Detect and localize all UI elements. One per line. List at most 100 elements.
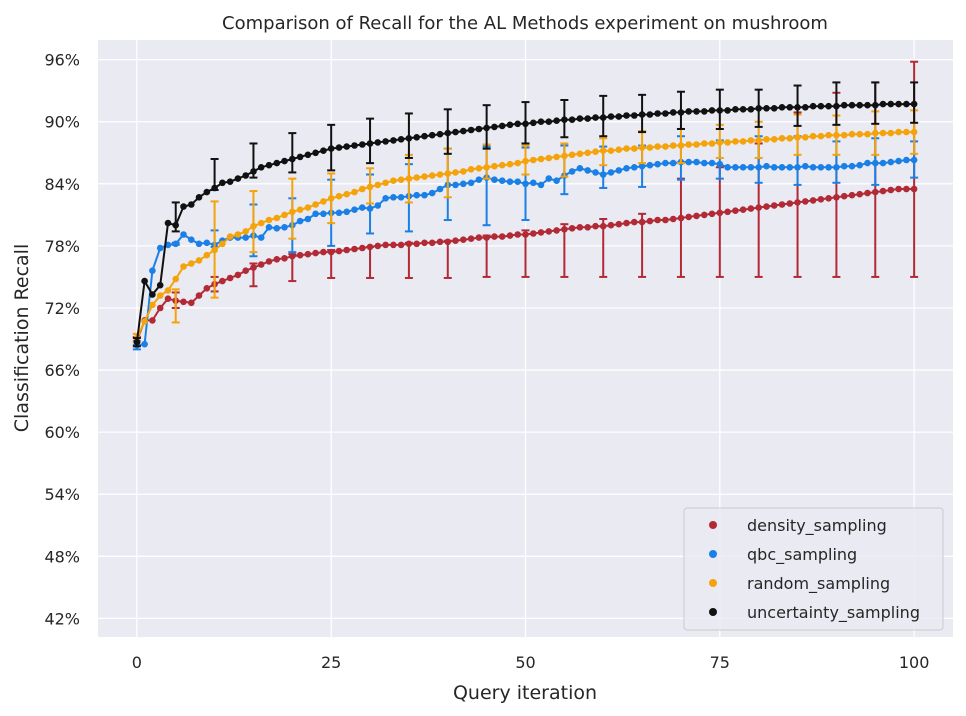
data-point bbox=[265, 216, 273, 224]
data-point bbox=[164, 287, 172, 294]
data-point bbox=[662, 159, 669, 167]
data-point bbox=[677, 142, 685, 149]
data-point bbox=[856, 190, 863, 198]
data-point bbox=[576, 224, 584, 231]
data-point bbox=[203, 251, 211, 259]
legend-marker bbox=[709, 579, 717, 587]
data-point bbox=[584, 167, 591, 174]
data-point bbox=[149, 317, 156, 324]
data-point bbox=[180, 231, 187, 238]
data-point bbox=[436, 130, 444, 138]
data-point bbox=[895, 157, 902, 165]
data-point bbox=[794, 164, 801, 171]
data-point bbox=[452, 181, 459, 189]
data-point bbox=[755, 137, 762, 144]
data-point bbox=[701, 159, 708, 167]
data-point bbox=[530, 156, 537, 164]
data-point bbox=[475, 176, 483, 183]
data-point bbox=[732, 106, 739, 113]
data-point bbox=[242, 234, 249, 241]
data-point bbox=[530, 230, 537, 237]
data-point bbox=[553, 177, 560, 184]
data-point bbox=[188, 299, 195, 307]
data-point bbox=[576, 150, 584, 158]
data-point bbox=[786, 104, 794, 111]
data-point bbox=[903, 185, 910, 193]
data-point bbox=[576, 165, 584, 172]
data-point bbox=[809, 132, 817, 140]
data-point bbox=[172, 240, 179, 248]
data-point bbox=[879, 100, 887, 108]
data-point bbox=[359, 204, 366, 211]
data-point bbox=[840, 162, 848, 170]
data-point bbox=[382, 179, 389, 187]
data-point bbox=[809, 197, 817, 204]
data-point bbox=[708, 210, 716, 218]
data-point bbox=[631, 164, 638, 171]
data-point bbox=[631, 145, 638, 152]
data-point bbox=[304, 204, 312, 211]
data-point bbox=[638, 111, 646, 118]
data-point bbox=[265, 161, 273, 169]
y-tick-label: 42% bbox=[44, 609, 80, 628]
data-point bbox=[755, 164, 762, 171]
data-point bbox=[421, 239, 428, 247]
data-point bbox=[436, 185, 444, 193]
data-point bbox=[584, 224, 591, 231]
data-point bbox=[545, 154, 553, 162]
data-point bbox=[382, 138, 389, 145]
y-tick-label: 72% bbox=[44, 299, 80, 318]
data-point bbox=[491, 233, 498, 240]
data-point bbox=[452, 169, 459, 176]
data-point bbox=[840, 101, 848, 109]
data-point bbox=[188, 260, 195, 267]
data-point bbox=[296, 217, 304, 225]
data-point bbox=[545, 228, 553, 235]
data-point bbox=[211, 246, 218, 254]
data-point bbox=[335, 247, 343, 255]
data-point bbox=[312, 149, 319, 157]
data-point bbox=[366, 243, 374, 251]
data-point bbox=[887, 100, 895, 108]
data-point bbox=[840, 131, 848, 139]
data-point bbox=[312, 249, 319, 257]
data-point bbox=[498, 177, 506, 184]
data-point bbox=[537, 155, 545, 163]
data-point bbox=[397, 241, 405, 249]
data-point bbox=[506, 121, 514, 129]
data-point bbox=[864, 101, 871, 109]
data-point bbox=[840, 192, 848, 200]
data-point bbox=[833, 194, 840, 201]
data-point bbox=[739, 206, 747, 213]
data-point bbox=[219, 277, 226, 285]
data-point bbox=[568, 116, 576, 123]
data-point bbox=[491, 176, 498, 183]
data-point bbox=[568, 151, 576, 159]
data-point bbox=[716, 107, 724, 114]
data-point bbox=[475, 165, 483, 172]
data-point bbox=[421, 132, 428, 140]
data-point bbox=[623, 112, 630, 119]
data-point bbox=[693, 141, 700, 148]
data-point bbox=[592, 114, 599, 121]
ticks: 42% 48% 54% 60% 66% 72% 78% 84% 90% 96% 0 25 50 75 100 bbox=[44, 51, 929, 672]
data-point bbox=[732, 138, 739, 145]
data-point bbox=[374, 242, 382, 250]
data-point bbox=[747, 106, 755, 113]
data-point bbox=[436, 238, 444, 246]
data-point bbox=[156, 244, 164, 252]
data-point bbox=[623, 145, 630, 152]
y-tick-label: 60% bbox=[44, 423, 80, 442]
data-point bbox=[257, 261, 265, 268]
data-point bbox=[662, 216, 669, 224]
data-point bbox=[724, 164, 731, 171]
data-point bbox=[848, 130, 856, 138]
data-point bbox=[638, 162, 646, 170]
data-point bbox=[203, 188, 211, 196]
data-point bbox=[553, 153, 560, 161]
data-point bbox=[654, 110, 661, 117]
data-point bbox=[646, 217, 654, 225]
data-point bbox=[428, 172, 436, 179]
data-point bbox=[413, 240, 421, 248]
data-point bbox=[856, 161, 863, 169]
